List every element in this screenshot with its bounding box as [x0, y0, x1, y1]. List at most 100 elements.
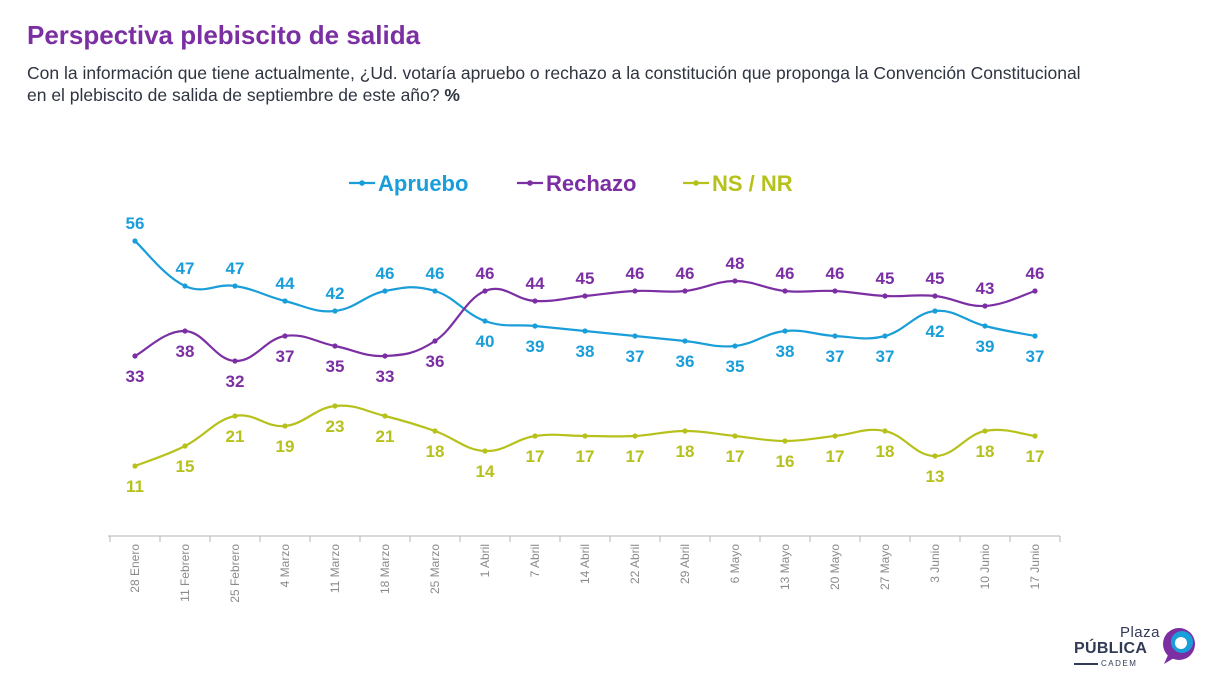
rechazo-data-label: 38 [176, 342, 195, 361]
rechazo-data-label: 46 [776, 264, 795, 283]
nsnr-point [732, 433, 738, 439]
apruebo-data-label: 39 [526, 337, 545, 356]
x-tick-label: 18 Marzo [378, 544, 392, 594]
apruebo-point [682, 338, 688, 344]
x-tick-label: 22 Abril [628, 544, 642, 584]
x-tick-label: 14 Abril [578, 544, 592, 584]
rechazo-data-label: 46 [476, 264, 495, 283]
nsnr-data-label: 14 [476, 462, 495, 481]
nsnr-point [532, 433, 538, 439]
rechazo-point [282, 333, 288, 339]
apruebo-data-label: 37 [826, 347, 845, 366]
rechazo-point [632, 288, 638, 294]
rechazo-point [832, 288, 838, 294]
apruebo-data-label: 46 [426, 264, 445, 283]
legend-label: Rechazo [546, 171, 636, 196]
rechazo-data-label: 44 [526, 274, 545, 293]
apruebo-data-label: 35 [726, 357, 745, 376]
apruebo-data-label: 38 [576, 342, 595, 361]
apruebo-point [632, 333, 638, 339]
apruebo-data-label: 56 [126, 214, 145, 233]
rechazo-data-label: 35 [326, 357, 345, 376]
nsnr-data-label: 18 [426, 442, 445, 461]
nsnr-point [482, 448, 488, 454]
nsnr-point [932, 453, 938, 459]
logo-text-cadem: CADEM [1101, 659, 1138, 668]
nsnr-data-label: 17 [576, 447, 595, 466]
nsnr-point [1032, 433, 1038, 439]
logo-text-plaza: Plaza [1119, 624, 1160, 641]
nsnr-data-label: 18 [876, 442, 895, 461]
nsnr-data-label: 17 [726, 447, 745, 466]
nsnr-point [132, 463, 138, 469]
x-tick-label: 11 Marzo [328, 544, 342, 593]
apruebo-point [832, 333, 838, 339]
nsnr-data-label: 17 [1026, 447, 1045, 466]
apruebo-point [432, 288, 438, 294]
apruebo-data-label: 37 [1026, 347, 1045, 366]
rechazo-point [782, 288, 788, 294]
chart-title: Perspectiva plebiscito de salida [27, 20, 421, 50]
chart-subtitle: Con la información que tiene actualmente… [27, 62, 1087, 106]
speech-bubble-icon [1163, 628, 1195, 664]
x-tick-label: 1 Abril [478, 544, 492, 577]
rechazo-data-label: 33 [126, 367, 145, 386]
rechazo-data-label: 36 [426, 352, 445, 371]
rechazo-data-label: 33 [376, 367, 395, 386]
apruebo-data-label: 39 [976, 337, 995, 356]
nsnr-point [882, 428, 888, 434]
apruebo-data-label: 37 [876, 347, 895, 366]
apruebo-data-label: 46 [376, 264, 395, 283]
rechazo-point [732, 278, 738, 284]
logo-underline [1074, 663, 1098, 665]
rechazo-point [232, 358, 238, 364]
apruebo-data-label: 44 [276, 274, 295, 293]
subtitle-question: Con la información que tiene actualmente… [27, 63, 1081, 105]
x-tick-label: 25 Marzo [428, 544, 442, 594]
legend-item-apruebo: Apruebo [349, 171, 468, 196]
nsnr-data-label: 11 [126, 477, 144, 496]
apruebo-point [182, 283, 188, 289]
nsnr-data-label: 18 [676, 442, 695, 461]
legend-swatch-point [359, 180, 365, 186]
nsnr-data-label: 17 [526, 447, 545, 466]
rechazo-point [882, 293, 888, 299]
apruebo-point [582, 328, 588, 334]
nsnr-data-label: 13 [926, 467, 945, 486]
rechazo-data-label: 45 [576, 269, 595, 288]
apruebo-point [332, 308, 338, 314]
legend-label: NS / NR [712, 171, 793, 196]
logo-text-publica: PÚBLICA [1074, 640, 1148, 657]
nsnr-point [982, 428, 988, 434]
x-tick-label: 27 Mayo [878, 544, 892, 590]
rechazo-point [982, 303, 988, 309]
apruebo-point [982, 323, 988, 329]
apruebo-point [1032, 333, 1038, 339]
series-nsnr: 11 15 21 19 23 21 18 14 17 17 17 18 17 16 17 18 13 18 17 [126, 403, 1044, 496]
x-tick-label: 20 Mayo [828, 544, 842, 590]
rechazo-point [532, 298, 538, 304]
nsnr-point [832, 433, 838, 439]
apruebo-point [132, 238, 138, 244]
rechazo-point [1032, 288, 1038, 294]
apruebo-point [732, 343, 738, 349]
rechazo-point [332, 343, 338, 349]
x-tick-label: 7 Abril [528, 544, 542, 577]
nsnr-point [232, 413, 238, 419]
nsnr-data-label: 17 [626, 447, 645, 466]
apruebo-data-label: 37 [626, 347, 645, 366]
legend-label: Apruebo [378, 171, 468, 196]
series-rechazo: 33 38 32 37 35 33 36 46 44 45 46 46 48 46 46 45 45 43 46 [126, 254, 1045, 391]
nsnr-point [632, 433, 638, 439]
x-axis: 28 Enero 11 Febrero 25 Febrero 4 Marzo 11 Ma… [108, 535, 1061, 603]
rechazo-data-label: 32 [226, 372, 245, 391]
rechazo-data-label: 46 [626, 264, 645, 283]
nsnr-point [282, 423, 288, 429]
series-apruebo: 56 47 47 44 42 46 46 40 39 38 37 36 35 38 37 37 42 39 37 [126, 214, 1045, 376]
nsnr-point [782, 438, 788, 444]
rechazo-point [582, 293, 588, 299]
subtitle-unit: % [444, 85, 460, 105]
legend-swatch-point [693, 180, 699, 186]
rechazo-data-label: 43 [976, 279, 995, 298]
